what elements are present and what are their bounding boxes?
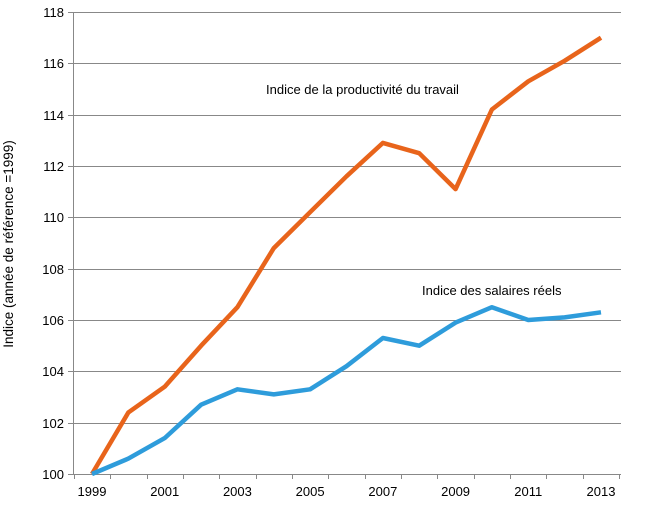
series-label-salaires: Indice des salaires réels	[422, 283, 562, 298]
y-tick-label: 118	[43, 5, 64, 20]
x-tick-label: 2013	[587, 484, 616, 499]
x-tick-label: 2005	[296, 484, 325, 499]
y-axis-label: Indice (année de référence =1999)	[1, 140, 16, 348]
axes	[68, 12, 621, 479]
x-tick-label: 2011	[514, 484, 542, 499]
series-line-productivite	[90, 35, 603, 476]
y-tick-label: 110	[43, 210, 64, 225]
y-tick-labels: 100 102 104 106 108 110 112 114 116 118	[42, 5, 64, 482]
y-tick-label: 114	[43, 108, 64, 123]
y-tick-label: 106	[42, 313, 64, 328]
y-tick-label: 100	[42, 467, 64, 482]
y-tick-label: 112	[43, 159, 64, 174]
x-tick-label: 2001	[150, 484, 179, 499]
series-lines	[90, 35, 603, 477]
x-tick-label: 1999	[78, 484, 107, 499]
x-tick-label: 2003	[223, 484, 252, 499]
y-tick-label: 108	[42, 262, 64, 277]
y-tick-label: 116	[43, 56, 64, 71]
series-label-productivite: Indice de la productivité du travail	[266, 82, 459, 97]
gridlines	[73, 12, 621, 424]
series-line-salaires	[91, 304, 602, 477]
x-tick-label: 2007	[368, 484, 397, 499]
y-tick-label: 102	[42, 416, 64, 431]
y-tick-label: 104	[42, 364, 64, 379]
x-tick-labels: 1999 2001 2003 2005 2007 2009 2011 2013	[78, 484, 616, 499]
x-tick-label: 2009	[441, 484, 470, 499]
